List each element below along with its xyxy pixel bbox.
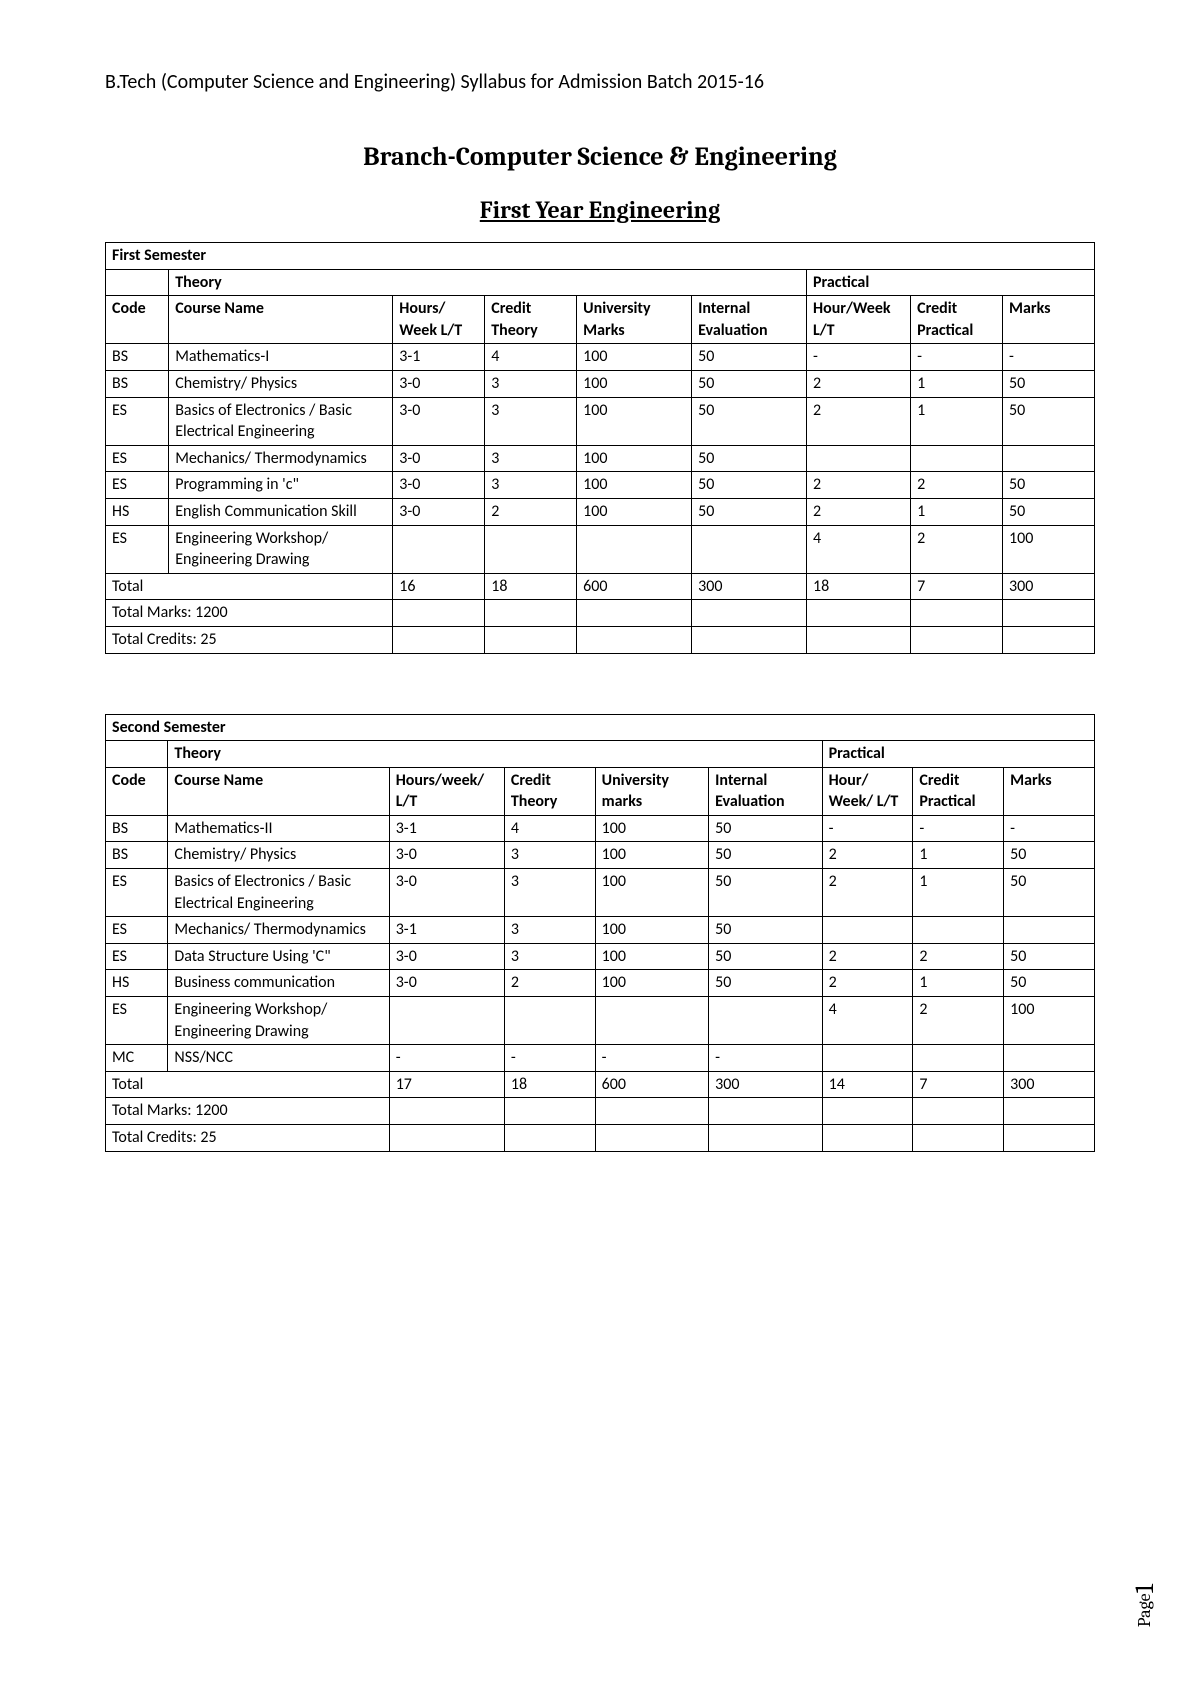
col-internal-eval: Internal Evaluation bbox=[692, 296, 807, 344]
table-row: BSChemistry/ Physics3-03100502150 bbox=[106, 842, 1095, 869]
table-row: ESEngineering Workshop/ Engineering Draw… bbox=[106, 997, 1095, 1045]
table-row: HSBusiness communication3-02100502150 bbox=[106, 970, 1095, 997]
year-title: First Year Engineering bbox=[105, 196, 1095, 224]
col-credit-practical: Credit Practical bbox=[913, 767, 1004, 815]
col-practical-hours: Hour/ Week/ L/T bbox=[822, 767, 913, 815]
page-number: Page1 bbox=[1130, 1584, 1160, 1627]
table-row: ESProgramming in 'c"3-03100502250 bbox=[106, 472, 1095, 499]
table-row: ESBasics of Electronics / Basic Electric… bbox=[106, 869, 1095, 917]
table-row: ESData Structure Using 'C"3-03100502250 bbox=[106, 943, 1095, 970]
col-practical-marks: Marks bbox=[1003, 296, 1095, 344]
col-university-marks: University marks bbox=[595, 767, 708, 815]
col-internal-eval: Internal Evaluation bbox=[709, 767, 822, 815]
table-row: BS Mathematics-II3-1410050--- bbox=[106, 815, 1095, 842]
total-credits: Total Credits: 25 bbox=[106, 1125, 390, 1152]
table-row: BS Mathematics-I3-1410050--- bbox=[106, 344, 1095, 371]
branch-title: Branch-Computer Science & Engineering bbox=[105, 142, 1095, 172]
table-row: BSChemistry/ Physics3-03100502150 bbox=[106, 370, 1095, 397]
col-code: Code bbox=[106, 767, 168, 815]
col-course: Course Name bbox=[169, 296, 393, 344]
col-code: Code bbox=[106, 296, 169, 344]
total-credits: Total Credits: 25 bbox=[106, 626, 393, 653]
table-row: ESBasics of Electronics / Basic Electric… bbox=[106, 397, 1095, 445]
semester-title: Second Semester bbox=[106, 714, 1095, 741]
practical-header: Practical bbox=[807, 269, 1095, 296]
theory-header: Theory bbox=[168, 741, 822, 768]
col-hours-week: Hours/ Week L/T bbox=[393, 296, 485, 344]
semester-title: First Semester bbox=[106, 243, 1095, 270]
col-university-marks: University Marks bbox=[577, 296, 692, 344]
table-row: ESEngineering Workshop/ Engineering Draw… bbox=[106, 525, 1095, 573]
second-semester-table: Second Semester Theory Practical Code Co… bbox=[105, 714, 1095, 1152]
table-row: MCNSS/NCC---- bbox=[106, 1045, 1095, 1072]
col-credit-practical: Credit Practical bbox=[911, 296, 1003, 344]
table-row: ESMechanics/ Thermodynamics3-1310050 bbox=[106, 917, 1095, 944]
document-header: B.Tech (Computer Science and Engineering… bbox=[105, 70, 1095, 94]
table-row: ESMechanics/ Thermodynamics3-0310050 bbox=[106, 445, 1095, 472]
col-practical-marks: Marks bbox=[1004, 767, 1095, 815]
col-practical-hours: Hour/Week L/T bbox=[807, 296, 911, 344]
total-row: Total 16 18 600 300 18 7 300 bbox=[106, 573, 1095, 600]
col-credit-theory: Credit Theory bbox=[504, 767, 595, 815]
total-marks: Total Marks: 1200 bbox=[106, 600, 393, 627]
theory-header: Theory bbox=[169, 269, 807, 296]
first-semester-table: First Semester Theory Practical Code Cou… bbox=[105, 242, 1095, 654]
col-credit-theory: Credit Theory bbox=[485, 296, 577, 344]
col-hours-week: Hours/week/ L/T bbox=[389, 767, 504, 815]
total-marks: Total Marks: 1200 bbox=[106, 1098, 390, 1125]
table-row: HSEnglish Communication Skill3-021005021… bbox=[106, 498, 1095, 525]
col-course: Course Name bbox=[168, 767, 389, 815]
practical-header: Practical bbox=[822, 741, 1094, 768]
total-row: Total 17 18 600 300 14 7 300 bbox=[106, 1071, 1095, 1098]
